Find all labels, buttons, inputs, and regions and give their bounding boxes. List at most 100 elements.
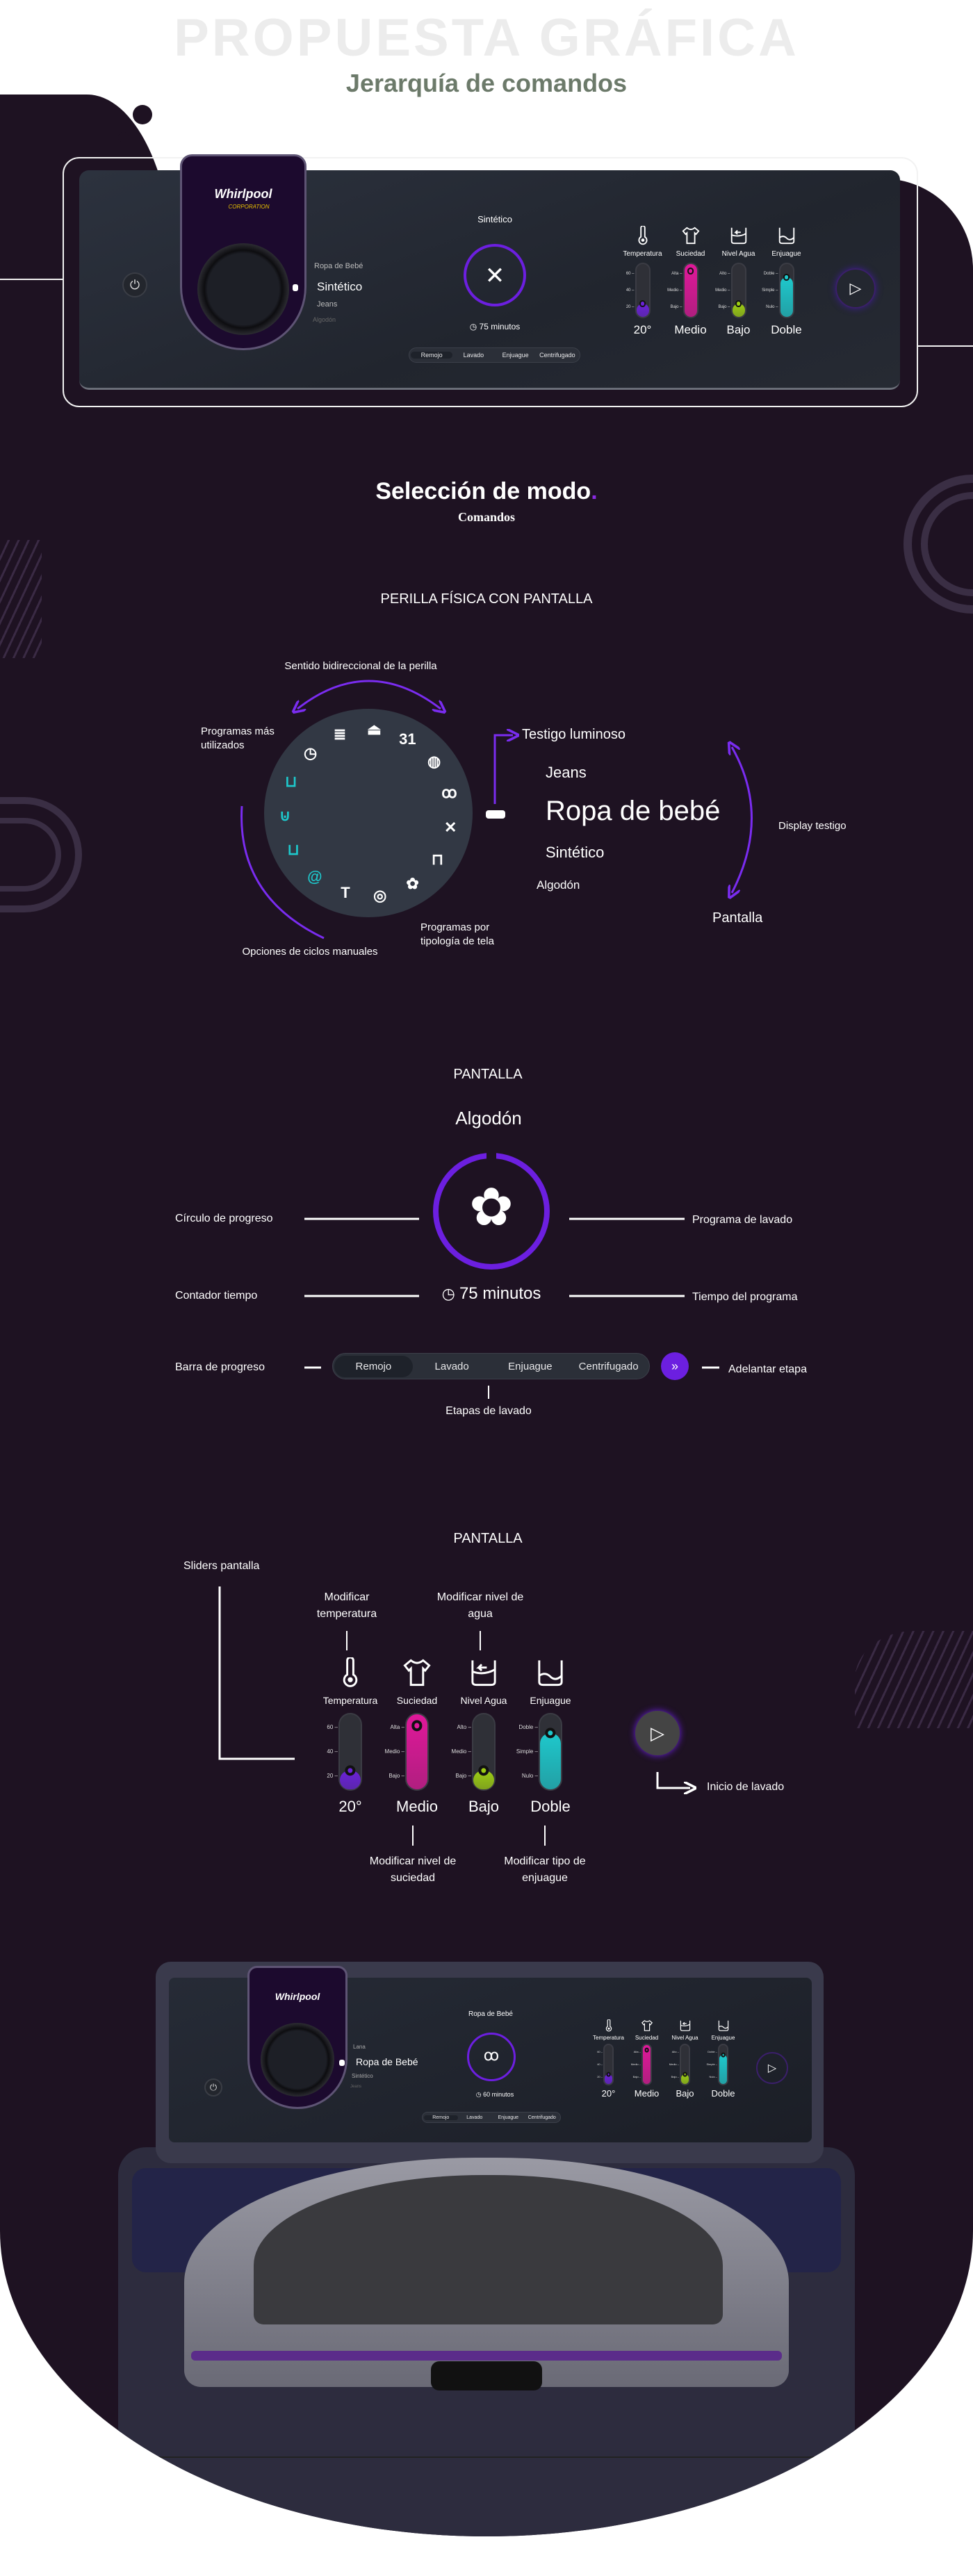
water-level-icon: [729, 226, 749, 245]
start-button[interactable]: ▷: [835, 268, 876, 309]
stage-enjuague[interactable]: Enjuague: [502, 352, 529, 359]
label-dirt: Modificar nivel de suciedad: [369, 1855, 457, 1884]
slider-knob[interactable]: [735, 300, 742, 307]
program-jeans: Jeans: [546, 764, 587, 781]
slider-tick: Doble –: [708, 2050, 717, 2054]
knob-disc[interactable]: ≣ ⏏ 31 ◍ ꝏ ✕ ⊓ ✿ ◎ T @ ⊔ ⊍ ⊔ ◷: [264, 709, 473, 917]
program-prev: Lana: [353, 2044, 366, 2050]
washer-start-button[interactable]: ▷: [756, 2052, 788, 2084]
label-program-time: Tiempo del programa: [692, 1291, 798, 1303]
power-icon: ⏻: [129, 277, 140, 292]
program-next: Jeans: [317, 300, 338, 309]
power-button[interactable]: ⏻: [122, 272, 147, 297]
stage-centrifugado[interactable]: Centrifugado: [539, 352, 575, 359]
brand-logo: Whirlpool: [214, 187, 272, 201]
slider-label: Temperatura: [623, 250, 662, 258]
stage-centrifugado[interactable]: Centrifugado: [578, 1360, 639, 1372]
slider-track[interactable]: 60 – 40 – 20 –: [327, 1713, 362, 1791]
washer-illustration: [0, 1946, 973, 2536]
label-start: Inicio de lavado: [707, 1781, 785, 1793]
stage-lavado[interactable]: Lavado: [463, 352, 484, 359]
screen-label: Pantalla: [712, 910, 763, 926]
slider-tick: Nulo –: [521, 1772, 538, 1779]
stage-lavado[interactable]: Lavado: [466, 2115, 483, 2120]
slider-tick: Medio –: [667, 288, 682, 293]
slider-fill: [636, 304, 649, 317]
slider-tick: Medio –: [451, 1748, 471, 1755]
slider-temperatura: Temperatura 60 – 40 – 20 – 20°: [589, 2019, 628, 2099]
slider-knob[interactable]: [606, 2072, 611, 2077]
synthetic-icon: ✕: [443, 818, 457, 836]
slider-knob[interactable]: [639, 300, 646, 307]
slider-track[interactable]: Alto – Medio – Bajo –: [452, 1713, 496, 1791]
quick-spin-icon: ◎: [373, 886, 387, 904]
slider-enjuague: Enjuague Doble – Simple – Nulo – Doble: [704, 2019, 742, 2099]
stage-remojo[interactable]: Remojo: [411, 352, 453, 359]
play-icon: ▷: [849, 279, 862, 297]
slider-tick: 20 –: [327, 1772, 338, 1779]
slider-track[interactable]: Alta – Medio – Bajo –: [385, 1713, 429, 1791]
slider-track[interactable]: Doble – Simple – Nulo –: [706, 2044, 728, 2085]
stage-enjuague[interactable]: Enjuague: [498, 2115, 519, 2120]
slider-track[interactable]: Doble – Simple – Nulo –: [516, 1713, 562, 1791]
lid-handle[interactable]: [431, 2361, 542, 2390]
slider-knob[interactable]: [345, 1765, 356, 1776]
play-icon: ▷: [651, 1722, 664, 1744]
slider-knob[interactable]: [478, 1765, 489, 1776]
shirt-icon: T: [341, 884, 350, 902]
slider-tick: Medio –: [669, 2062, 679, 2066]
stage-centrifugado[interactable]: Centrifugado: [528, 2115, 556, 2120]
start-button[interactable]: ▷: [635, 1711, 680, 1755]
label-progress-circle: Círculo de progreso: [175, 1213, 273, 1224]
slider-tick: Alto –: [671, 2050, 679, 2054]
time-counter: ◷ 75 minutos: [469, 322, 521, 331]
slider-track[interactable]: 60 – 40 – 20 –: [597, 2044, 614, 2085]
washer-dial[interactable]: [261, 2023, 334, 2097]
stage-lavado[interactable]: Lavado: [434, 1360, 469, 1372]
time-counter: ◷ 75 minutos: [441, 1284, 541, 1303]
skip-stage-button[interactable]: »: [661, 1352, 689, 1380]
rinse-icon: ⊔: [285, 773, 297, 791]
thermometer-icon: [335, 1656, 366, 1688]
water-level-icon: [468, 1657, 499, 1688]
slider-track[interactable]: Doble – Simple – Nulo –: [762, 263, 794, 318]
slider-knob[interactable]: [783, 274, 790, 281]
slider-knob[interactable]: [545, 1728, 556, 1739]
slider-track[interactable]: Alta – Medio – Bajo –: [667, 263, 698, 318]
slider-tick: Alta –: [671, 271, 682, 276]
slider-tick: Bajo –: [671, 2074, 679, 2078]
slider-track[interactable]: Alto – Medio – Bajo –: [715, 263, 746, 318]
slider-knob[interactable]: [687, 268, 694, 275]
rinse-icon: [717, 2019, 730, 2032]
program-title: Sintético: [477, 214, 512, 224]
stage-enjuague[interactable]: Enjuague: [508, 1360, 553, 1372]
label-water: Modificar nivel de agua: [436, 1591, 524, 1620]
slider-track[interactable]: Alto – Medio – Bajo –: [669, 2044, 690, 2085]
most-used-label: Programas más utilizados: [201, 725, 275, 751]
slider-knob[interactable]: [644, 2047, 649, 2053]
stage-remojo[interactable]: Remojo: [424, 2115, 458, 2120]
stage-remojo[interactable]: Remojo: [334, 1355, 413, 1377]
program-dial[interactable]: [197, 243, 289, 335]
slider-enjuague: Enjuague Doble – Simple – Nulo – Doble: [762, 226, 810, 337]
screen-heading: PANTALLA: [453, 1067, 523, 1082]
slider-knob[interactable]: [721, 2052, 726, 2058]
dial-indicator: [339, 2060, 345, 2066]
slider-track[interactable]: 60 – 40 – 20 –: [626, 263, 651, 318]
washer-power-button[interactable]: ⏻: [204, 2078, 222, 2097]
slider-label: Temperatura: [593, 2035, 624, 2041]
manual-label: Opciones de ciclos manuales: [242, 946, 378, 958]
slider-value: Bajo: [468, 1798, 500, 1815]
indicator-light: [486, 810, 505, 819]
slider-value: Bajo: [676, 2088, 694, 2099]
baby-clothes-icon: ꝏ: [483, 2046, 500, 2064]
program-selected: Ropa de Bebé: [356, 2056, 418, 2067]
label-program: Programa de lavado: [692, 1214, 793, 1226]
program-selected: Sintético: [317, 280, 363, 293]
slider-knob[interactable]: [411, 1720, 423, 1732]
screen-program-title: Algodón: [455, 1108, 522, 1129]
slider-knob[interactable]: [682, 2072, 687, 2077]
slider-track[interactable]: Alta – Medio – Bajo –: [631, 2044, 652, 2085]
slider-tick: Alto –: [719, 271, 730, 276]
slider-suciedad: Suciedad Alta – Medio – Bajo – Medio: [667, 226, 714, 337]
